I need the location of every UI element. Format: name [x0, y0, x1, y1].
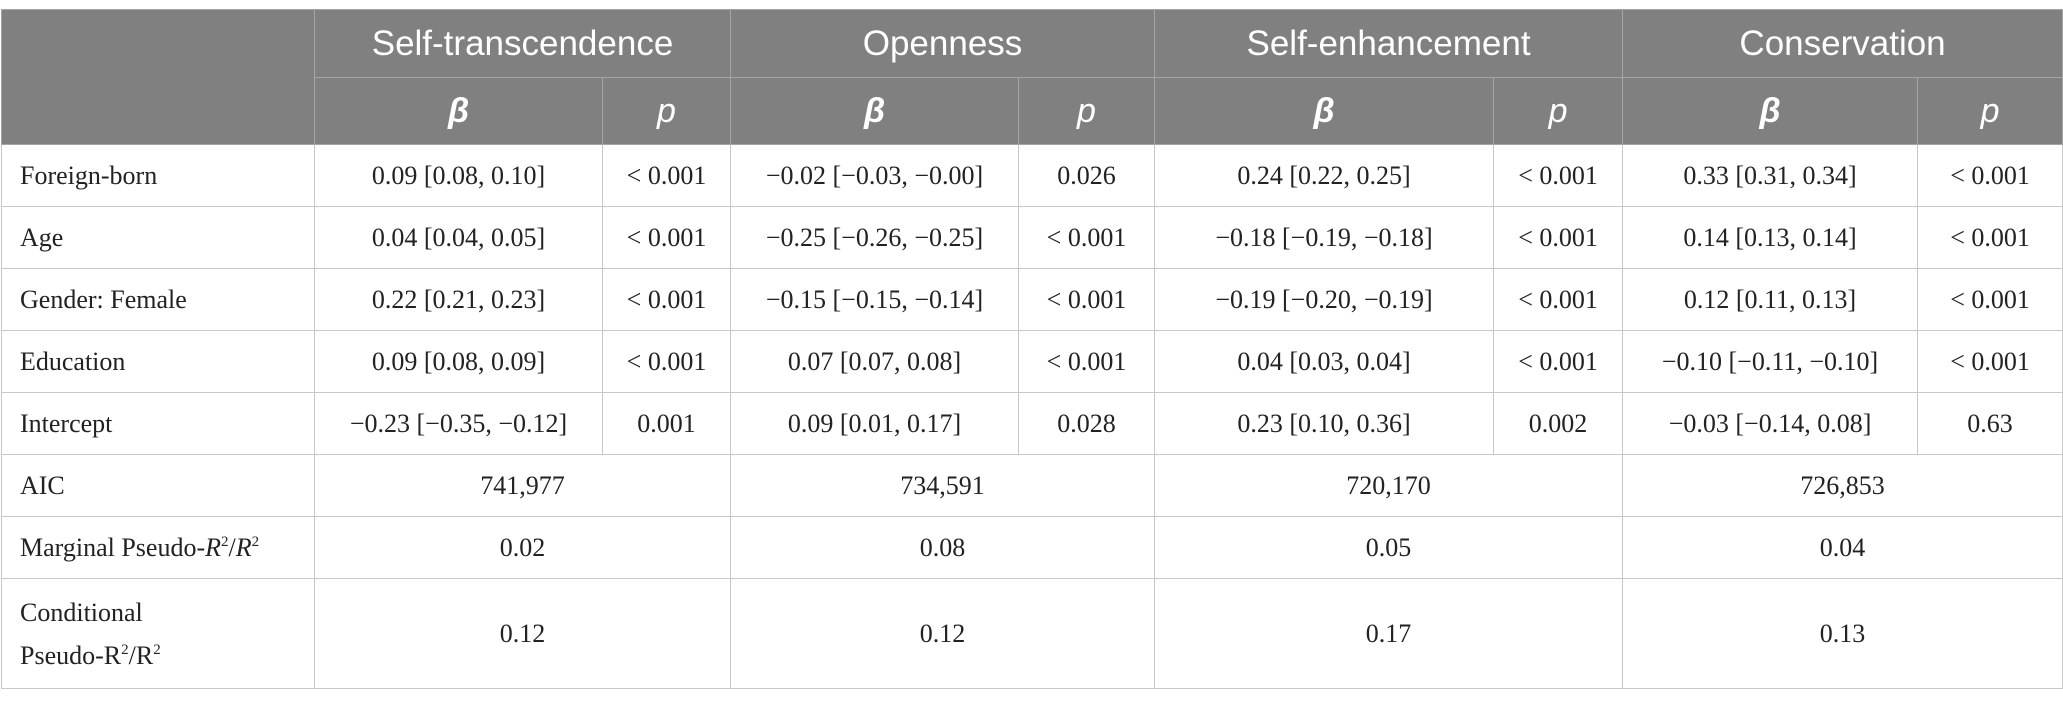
- cell-aic: 726,853: [1622, 454, 2063, 517]
- header-conservation: Conservation: [1622, 9, 2063, 78]
- row-label: Age: [1, 206, 315, 269]
- row-label: Education: [1, 330, 315, 393]
- label-text: Marginal Pseudo-: [20, 532, 206, 562]
- cell-p: < 0.001: [1018, 268, 1156, 331]
- cell-beta: 0.14 [0.13, 0.14]: [1622, 206, 1919, 269]
- row-label: Gender: Female: [1, 268, 315, 331]
- table-row-age: Age 0.04 [0.04, 0.05] < 0.001 −0.25 [−0.…: [1, 206, 2063, 269]
- header-p: p: [1018, 77, 1156, 145]
- row-label: Foreign-born: [1, 144, 315, 207]
- row-label: AIC: [1, 454, 315, 517]
- cell-p: 0.028: [1018, 392, 1156, 455]
- table-row-marginal-r2: Marginal Pseudo-R2/R2 0.02 0.08 0.05 0.0…: [1, 516, 2063, 579]
- cell-beta: −0.02 [−0.03, −0.00]: [730, 144, 1020, 207]
- label-slash: /: [228, 532, 236, 562]
- cell-marginal-r2: 0.08: [730, 516, 1156, 579]
- cell-p: < 0.001: [1493, 268, 1624, 331]
- table-row-gender-female: Gender: Female 0.22 [0.21, 0.23] < 0.001…: [1, 268, 2063, 331]
- label-mid: /R: [128, 640, 154, 670]
- cell-p: < 0.001: [1917, 144, 2063, 207]
- cell-beta: 0.09 [0.08, 0.09]: [314, 330, 603, 393]
- cell-p: < 0.001: [601, 206, 732, 269]
- cell-p: < 0.001: [1917, 206, 2063, 269]
- header-beta: β: [730, 77, 1020, 145]
- cell-aic: 734,591: [730, 454, 1156, 517]
- cell-p: < 0.001: [601, 268, 732, 331]
- cell-p: 0.63: [1917, 392, 2063, 455]
- header-row-stats: β p β p β p β p: [2, 77, 2063, 145]
- cell-p: < 0.001: [1493, 330, 1624, 393]
- header-beta: β: [1154, 77, 1495, 145]
- row-label: Conditional Pseudo-R2/R2: [1, 578, 315, 689]
- label-r: R: [235, 532, 252, 562]
- table-row-aic: AIC 741,977 734,591 720,170 726,853: [1, 454, 2063, 517]
- cell-p: < 0.001: [1917, 330, 2063, 393]
- cell-conditional-r2: 0.17: [1154, 578, 1624, 689]
- cell-beta: −0.10 [−0.11, −0.10]: [1622, 330, 1919, 393]
- header-p: p: [601, 77, 732, 145]
- label-line-1: Conditional: [20, 597, 143, 627]
- cell-beta: −0.18 [−0.19, −0.18]: [1154, 206, 1495, 269]
- cell-beta: 0.23 [0.10, 0.36]: [1154, 392, 1495, 455]
- cell-beta: 0.07 [0.07, 0.08]: [730, 330, 1020, 393]
- table-row-foreign-born: Foreign-born 0.09 [0.08, 0.10] < 0.001 −…: [1, 144, 2063, 207]
- header-beta: β: [314, 77, 603, 145]
- label-superscript: 2: [251, 533, 260, 550]
- cell-beta: 0.24 [0.22, 0.25]: [1154, 144, 1495, 207]
- cell-beta: −0.19 [−0.20, −0.19]: [1154, 268, 1495, 331]
- cell-p: < 0.001: [1493, 206, 1624, 269]
- cell-p: < 0.001: [1018, 330, 1156, 393]
- cell-beta: 0.09 [0.01, 0.17]: [730, 392, 1020, 455]
- cell-beta: 0.33 [0.31, 0.34]: [1622, 144, 1919, 207]
- cell-p: < 0.001: [601, 330, 732, 393]
- cell-p: 0.026: [1018, 144, 1156, 207]
- cell-beta: 0.12 [0.11, 0.13]: [1622, 268, 1919, 331]
- header-corner-cell: [1, 9, 315, 145]
- cell-marginal-r2: 0.02: [313, 516, 732, 579]
- regression-results-table: Self-transcendence Openness Self-enhance…: [1, 9, 2063, 689]
- cell-p: < 0.001: [1018, 206, 1156, 269]
- cell-conditional-r2: 0.13: [1622, 578, 2063, 689]
- header-row-groups: Self-transcendence Openness Self-enhance…: [1, 9, 2063, 145]
- cell-aic: 720,170: [1154, 454, 1624, 517]
- cell-p: 0.002: [1493, 392, 1624, 455]
- label-superscript: 2: [221, 533, 229, 550]
- cell-beta: 0.04 [0.04, 0.05]: [314, 206, 603, 269]
- cell-marginal-r2: 0.04: [1622, 516, 2063, 579]
- row-label: Intercept: [1, 392, 315, 455]
- label-line-2: Pseudo-R: [20, 640, 122, 670]
- cell-beta: 0.04 [0.03, 0.04]: [1154, 330, 1495, 393]
- cell-p: < 0.001: [601, 144, 732, 207]
- cell-aic: 741,977: [313, 454, 732, 517]
- cell-beta: −0.15 [−0.15, −0.14]: [730, 268, 1020, 331]
- cell-p: < 0.001: [1917, 268, 2063, 331]
- label-r: R: [205, 532, 222, 562]
- header-p: p: [1917, 77, 2063, 145]
- cell-beta: 0.22 [0.21, 0.23]: [314, 268, 603, 331]
- cell-p: 0.001: [601, 392, 732, 455]
- cell-beta: −0.03 [−0.14, 0.08]: [1622, 392, 1919, 455]
- table-row-conditional-r2: Conditional Pseudo-R2/R2 0.12 0.12 0.17 0…: [1, 578, 2063, 689]
- cell-beta: −0.25 [−0.26, −0.25]: [730, 206, 1020, 269]
- header-openness: Openness: [730, 9, 1156, 78]
- label-superscript: 2: [153, 641, 161, 658]
- header-self-enhancement: Self-enhancement: [1154, 9, 1624, 78]
- header-p: p: [1493, 77, 1624, 145]
- cell-conditional-r2: 0.12: [730, 578, 1156, 689]
- label-superscript: 2: [121, 641, 129, 658]
- table-row-education: Education 0.09 [0.08, 0.09] < 0.001 0.07…: [1, 330, 2063, 393]
- row-label: Marginal Pseudo-R2/R2: [1, 516, 315, 579]
- header-beta: β: [1622, 77, 1919, 145]
- cell-conditional-r2: 0.12: [313, 578, 732, 689]
- header-self-transcendence: Self-transcendence: [313, 9, 732, 78]
- cell-beta: 0.09 [0.08, 0.10]: [314, 144, 603, 207]
- table-row-intercept: Intercept −0.23 [−0.35, −0.12] 0.001 0.0…: [1, 392, 2063, 455]
- cell-marginal-r2: 0.05: [1154, 516, 1624, 579]
- cell-p: < 0.001: [1493, 144, 1624, 207]
- cell-beta: −0.23 [−0.35, −0.12]: [314, 392, 603, 455]
